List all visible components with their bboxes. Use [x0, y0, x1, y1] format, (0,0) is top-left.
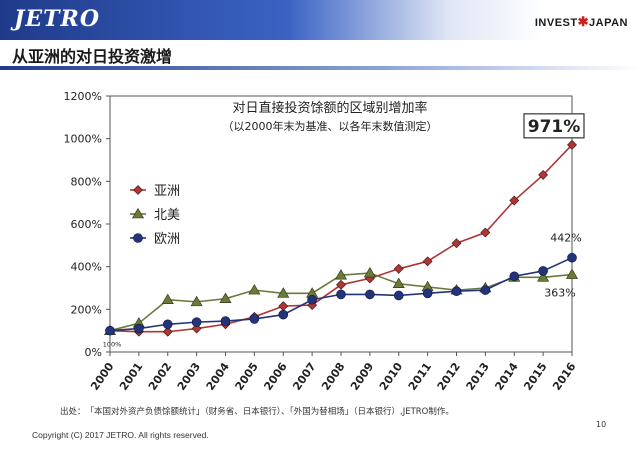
data-point-europe — [249, 314, 260, 324]
data-point-north-america — [537, 271, 550, 282]
x-tick-label: 2001 — [117, 360, 145, 393]
data-point-europe — [509, 271, 520, 282]
x-tick-label: 2010 — [377, 360, 405, 393]
data-point-north-america — [334, 269, 348, 280]
data-point-europe — [134, 323, 144, 334]
legend-marker-europe — [133, 233, 143, 243]
data-point-europe — [567, 252, 577, 263]
plot-area — [109, 95, 573, 353]
y-tick-label: 400% — [71, 261, 102, 274]
legend-label-europe: 欧洲 — [154, 232, 180, 247]
y-tick-label: 800% — [71, 175, 102, 188]
x-tick-label: 2003 — [175, 360, 203, 393]
legend-label-asia: 亚洲 — [154, 184, 180, 199]
x-tick-label: 2016 — [550, 360, 578, 393]
data-point-north-america — [565, 268, 579, 279]
x-tick-label: 2014 — [492, 360, 520, 393]
data-point-north-america — [219, 292, 232, 303]
x-tick-label: 2006 — [261, 360, 289, 393]
data-point-europe — [105, 325, 115, 336]
x-tick-label: 2007 — [290, 360, 318, 393]
header-bar: JETRO INVEST✱JAPAN — [0, 0, 640, 40]
page-number: 10 — [596, 420, 607, 429]
x-tick-label: 2004 — [204, 360, 232, 393]
jetro-logo: JETRO — [14, 6, 100, 32]
data-point-north-america — [190, 295, 203, 307]
data-point-asia — [538, 170, 549, 180]
invest-japan-logo: INVEST✱JAPAN — [535, 14, 628, 30]
data-point-asia — [451, 238, 462, 249]
x-tick-label: 2011 — [406, 360, 434, 393]
data-point-europe — [336, 289, 346, 300]
data-point-europe — [162, 319, 173, 330]
annotation-asia-end: 971% — [528, 117, 581, 137]
y-tick-label: 0% — [85, 346, 102, 359]
x-tick-label: 2005 — [233, 360, 261, 393]
y-tick-label: 200% — [71, 303, 102, 316]
x-tick-label: 2002 — [146, 360, 174, 393]
annotation-north-america-end: 363% — [544, 287, 575, 300]
invest-mark-icon: ✱ — [577, 14, 590, 29]
invest-prefix: INVEST — [534, 17, 578, 29]
data-point-north-america — [161, 293, 174, 305]
annotation-box-asia — [523, 113, 585, 139]
data-point-europe — [278, 309, 289, 320]
x-tick-label: 2009 — [348, 360, 376, 393]
data-point-north-america — [277, 287, 290, 298]
data-point-europe — [451, 286, 462, 296]
data-point-asia — [393, 263, 404, 274]
chart-title: 对日直接投资馀额的区域别增加率 — [232, 100, 427, 116]
legend-marker-north-america — [131, 207, 145, 219]
x-tick-label: 2013 — [464, 360, 492, 393]
invest-suffix: JAPAN — [589, 17, 628, 29]
chart-subtitle: （以2000年末为基准、以各年末数值测定） — [223, 119, 438, 133]
data-point-europe — [191, 317, 202, 327]
data-point-europe — [220, 316, 231, 326]
data-point-asia — [480, 227, 491, 238]
y-tick-label: 600% — [71, 218, 102, 231]
x-tick-label: 2015 — [521, 360, 549, 393]
data-point-europe — [480, 285, 491, 295]
line-chart: 0% 200% 400% 600% 800% 1000% 1200% 2000 2001 2002… — [64, 90, 585, 393]
source-note: 出处： 「本国对外资产负债馀额统计」（财务省、日本银行）、「外国为替相场」（日本… — [60, 407, 454, 417]
data-point-asia — [422, 256, 433, 267]
y-tick-label: 1000% — [64, 133, 102, 146]
data-point-asia — [191, 323, 202, 334]
annotation-start: 100% — [103, 341, 122, 349]
data-point-north-america — [248, 284, 261, 295]
title-divider — [0, 66, 640, 70]
data-point-asia — [162, 326, 173, 337]
data-point-europe — [307, 294, 317, 305]
annotation-europe-end: 442% — [550, 232, 581, 245]
legend-marker-asia — [133, 185, 143, 195]
data-point-europe — [393, 290, 404, 301]
data-point-asia — [509, 195, 520, 206]
data-point-asia — [567, 139, 577, 150]
data-point-europe — [538, 266, 548, 276]
x-tick-label: 2012 — [435, 360, 463, 393]
data-point-asia — [336, 279, 346, 290]
y-tick-label: 1200% — [64, 90, 102, 103]
legend-label-north-america: 北美 — [154, 208, 180, 223]
slide-title: 从亚洲的对日投资激增 — [12, 47, 173, 66]
data-point-north-america — [392, 277, 405, 289]
copyright: Copyright (C) 2017 JETRO. All rights res… — [32, 430, 209, 440]
x-tick-label: 2008 — [319, 360, 347, 393]
x-tick-label: 2000 — [88, 360, 116, 393]
data-point-europe — [422, 288, 433, 299]
data-point-europe — [365, 289, 375, 300]
data-point-north-america — [363, 266, 376, 278]
